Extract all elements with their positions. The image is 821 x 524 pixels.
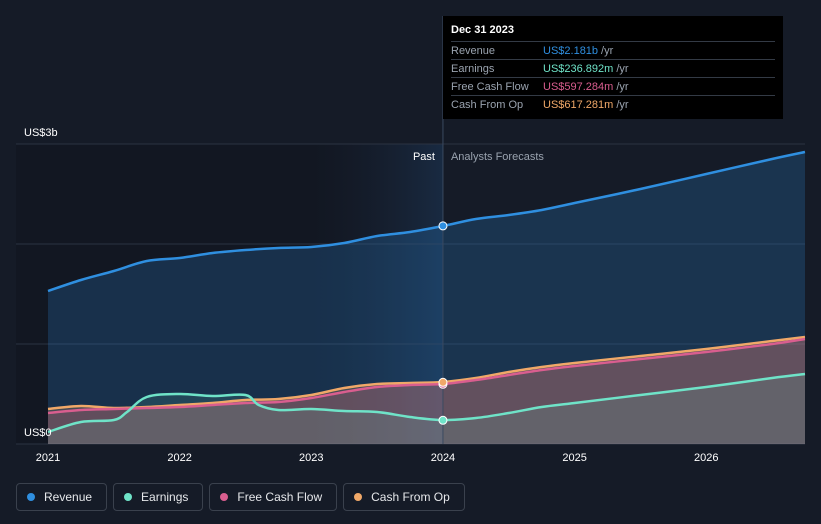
tooltip-unit: /yr [616,62,629,75]
revenue-line [47,150,806,293]
series-areas [48,152,805,444]
tooltip-value: US$617.281m [543,98,614,111]
tooltip-unit: /yr [601,44,614,57]
legend: Revenue Earnings Free Cash Flow Cash Fro… [16,483,465,511]
tooltip-value: US$236.892m [543,62,614,75]
earnings-area [48,374,805,444]
tooltip-row-revenue: Revenue US$2.181b /yr [451,41,775,59]
tooltip-label: Cash From Op [451,98,524,111]
earnings-line [47,372,806,434]
cash-from-op-highlight-point [438,377,448,387]
cash-from-op-line [47,335,806,411]
revenue-area [48,152,805,444]
revenue-dot-icon [27,493,35,501]
tooltip-row-earnings: Earnings US$236.892m /yr [451,59,775,77]
legend-label: Revenue [44,490,93,504]
tooltip-value: US$597.284m [543,80,614,93]
x-tick-label: 2021 [36,452,60,464]
axis-labels: US$3b US$0 Past Analysts Forecasts 2021 2022 2… [24,127,719,464]
cash-from-op-area [48,337,805,444]
x-tick-label: 2026 [694,452,718,464]
x-tick-label: 2023 [299,452,323,464]
tooltip-label: Earnings [451,62,495,75]
legend-item-cash-from-op[interactable]: Cash From Op [343,483,465,511]
earnings-dot-icon [124,493,133,501]
x-tick-label: 2025 [562,452,586,464]
tooltip: Dec 31 2023 Revenue US$2.181b /yr Earnin… [443,16,783,119]
free-cash-flow-dot-icon [220,493,229,501]
series-lines [47,150,806,434]
earnings-highlight-point [438,415,448,425]
legend-label: Free Cash Flow [237,490,323,504]
tooltip-row-cash-from-op: Cash From Op US$617.281m /yr [451,95,775,113]
highlight-points [438,221,448,425]
chart-grid [16,143,805,445]
legend-item-earnings[interactable]: Earnings [113,483,204,511]
tooltip-unit: /yr [616,98,629,111]
y-axis-top-label: US$3b [24,127,58,139]
y-axis-bottom-label: US$0 [24,427,52,439]
tooltip-date: Dec 31 2023 [451,24,514,36]
legend-label: Earnings [141,490,189,504]
free-cash-flow-line [47,337,806,415]
revenue-highlight-point [438,221,448,231]
x-tick-label: 2022 [167,452,191,464]
cash-from-op-dot-icon [354,493,363,501]
tooltip-unit: /yr [616,80,629,93]
tooltip-row-free-cash-flow: Free Cash Flow US$597.284m /yr [451,77,775,95]
x-tick-label: 2024 [431,452,455,464]
tooltip-label: Free Cash Flow [451,80,529,93]
forecast-label: Analysts Forecasts [451,151,544,163]
tooltip-label: Revenue [451,44,496,57]
tooltip-value: US$2.181b [543,44,599,57]
legend-item-free-cash-flow[interactable]: Free Cash Flow [209,483,338,511]
free-cash-flow-area [48,339,805,444]
past-label: Past [413,151,435,163]
legend-label: Cash From Op [371,490,450,504]
legend-item-revenue[interactable]: Revenue [16,483,108,511]
